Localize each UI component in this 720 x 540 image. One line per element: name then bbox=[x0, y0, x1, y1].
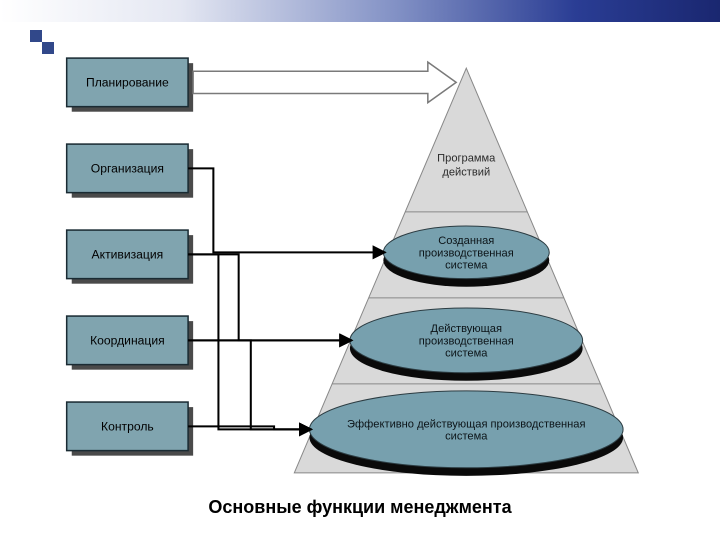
decor-square bbox=[30, 30, 42, 42]
header-gradient bbox=[0, 0, 720, 22]
svg-text:Контроль: Контроль bbox=[101, 419, 154, 433]
caption: Основные функции менеджмента bbox=[0, 497, 720, 518]
svg-text:система: система bbox=[445, 348, 488, 360]
svg-text:действий: действий bbox=[442, 166, 490, 178]
svg-text:Активизация: Активизация bbox=[92, 247, 164, 261]
diagram-canvas: ПрограммадействийСозданнаяпроизводственн… bbox=[10, 50, 700, 485]
svg-text:система: система bbox=[445, 260, 488, 272]
connector bbox=[188, 254, 352, 340]
svg-text:Программа: Программа bbox=[437, 152, 496, 164]
block-arrow bbox=[193, 62, 456, 102]
connector bbox=[188, 340, 311, 429]
svg-text:производственная: производственная bbox=[419, 335, 514, 347]
svg-text:система: система bbox=[445, 430, 488, 442]
connector bbox=[188, 168, 385, 252]
diagram-svg: ПрограммадействийСозданнаяпроизводственн… bbox=[10, 50, 700, 485]
svg-text:Координация: Координация bbox=[90, 333, 165, 347]
svg-text:Организация: Организация bbox=[91, 161, 164, 175]
svg-text:Эффективно действующая произво: Эффективно действующая производственная bbox=[347, 418, 585, 430]
svg-text:Планирование: Планирование bbox=[86, 75, 169, 89]
svg-text:производственная: производственная bbox=[419, 247, 514, 259]
svg-text:Созданная: Созданная bbox=[438, 235, 494, 247]
svg-text:Действующая: Действующая bbox=[431, 323, 502, 335]
